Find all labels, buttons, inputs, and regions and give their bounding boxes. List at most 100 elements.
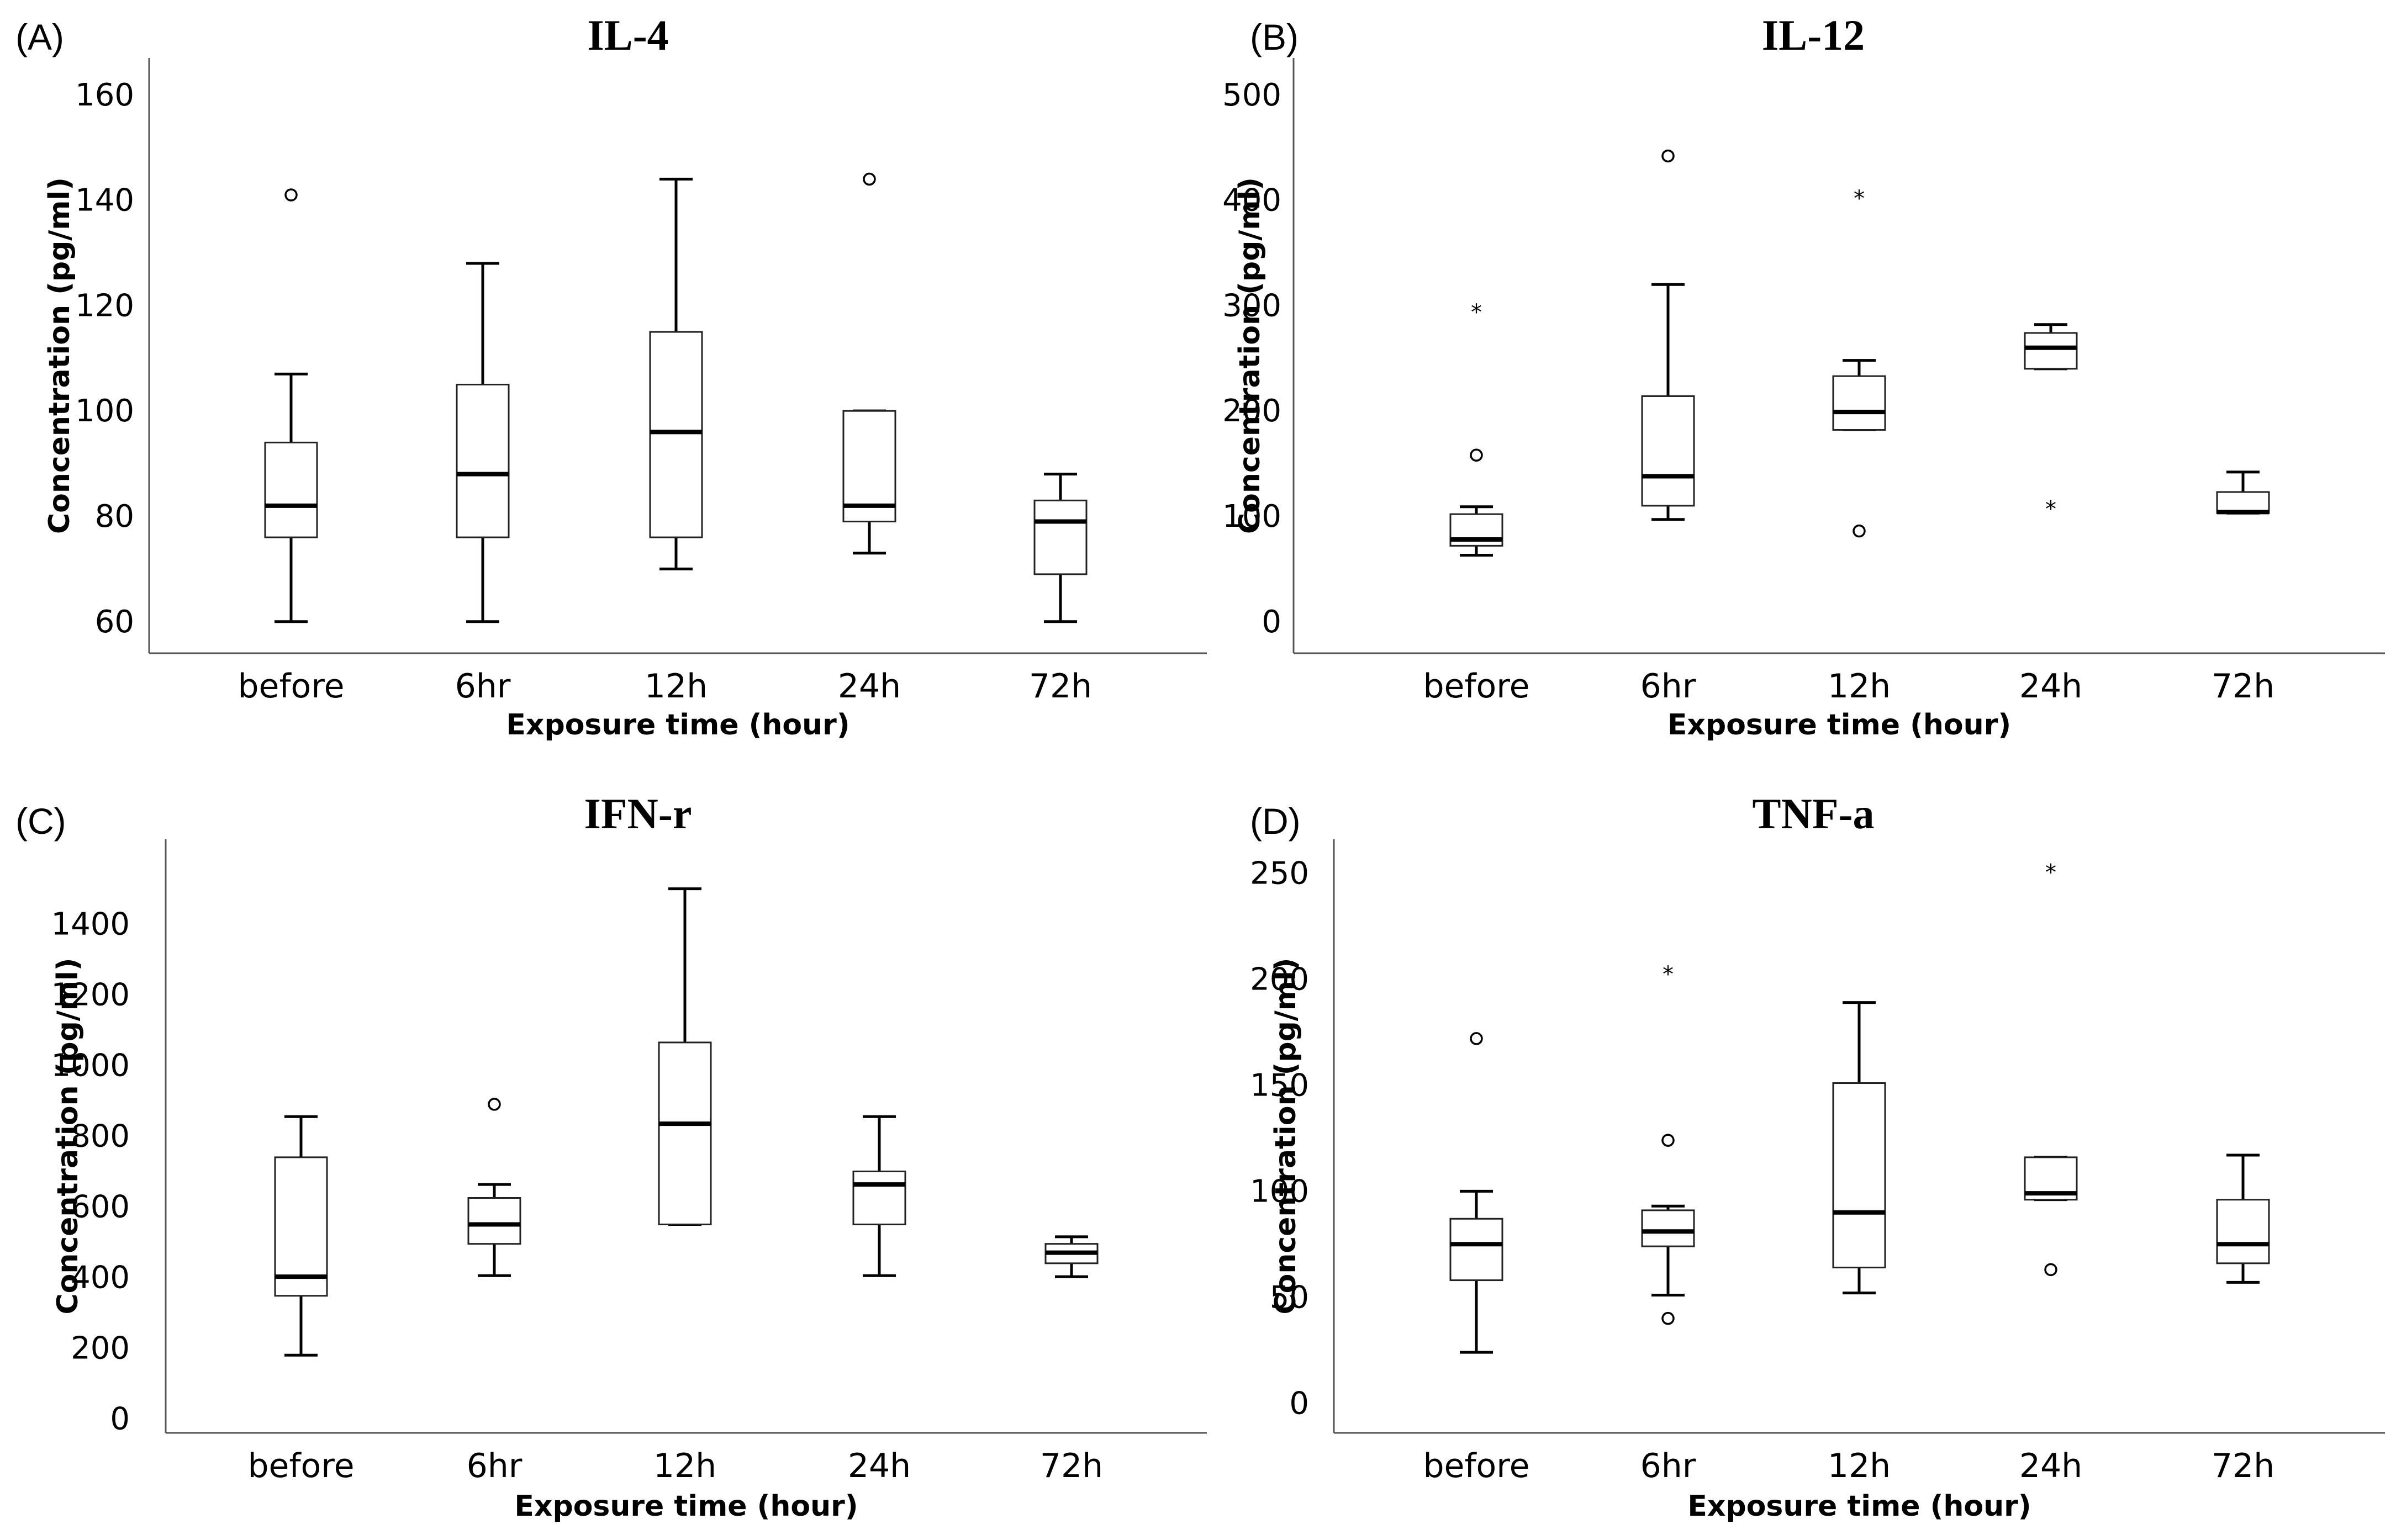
y-tick-label: 100: [1222, 499, 1281, 534]
y-tick-label: 1000: [51, 1048, 130, 1084]
panel-b: (B) IL-12 0 100 200 300 400 500 Concentration (p…: [1222, 11, 2385, 742]
box-group: *: [1832, 186, 1886, 538]
box-group: [1044, 1235, 1099, 1278]
x-tick-label: 12h: [1828, 1447, 1891, 1485]
box-group: *: [1641, 962, 1695, 1325]
iqr-box: [1449, 1218, 1503, 1282]
box-group: [456, 262, 510, 623]
y-tick-label: 500: [1222, 77, 1281, 113]
iqr-box: [2216, 491, 2270, 514]
y-tick-label: 0: [110, 1401, 130, 1437]
box-group: [842, 172, 896, 555]
box-group: [467, 1098, 521, 1277]
box-group: [1641, 149, 1695, 521]
y-tick-label: 80: [95, 499, 134, 534]
iqr-box: [2216, 1199, 2270, 1264]
outlier-marker: [1470, 448, 1483, 462]
box-group: [1033, 473, 1088, 623]
x-tick-label: 72h: [1040, 1447, 1103, 1485]
iqr-box: [1641, 395, 1695, 507]
panel-d: (D) TNF-a 0 50 100 150 200 250 Concentration (pg…: [1250, 790, 2385, 1523]
outlier-marker: [1661, 149, 1675, 163]
x-tick-label: 12h: [1828, 667, 1891, 706]
panel-c: (C) IFN-r 0 200 400 600 800 1000 1200 1400 Concent…: [15, 790, 1207, 1523]
iqr-box: [274, 1156, 328, 1297]
iqr-box: [1033, 499, 1088, 575]
iqr-box: [264, 441, 318, 538]
outlier-marker: [1853, 524, 1866, 538]
y-tick-label: 120: [75, 288, 134, 324]
x-tick-label: 6hr: [455, 667, 511, 706]
outlier-marker: [2044, 1263, 2057, 1277]
x-tick-label: 12h: [653, 1447, 716, 1485]
x-tick-label: 6hr: [1640, 1447, 1696, 1485]
outlier-marker: [284, 188, 298, 202]
panel-label: (C): [15, 801, 66, 842]
y-tick-label: 0: [1289, 1385, 1309, 1421]
iqr-box: [649, 331, 703, 538]
x-tick-label: 6hr: [1640, 667, 1696, 706]
iqr-box: [456, 383, 510, 538]
x-tick-label: before: [247, 1447, 354, 1485]
y-tick-label: 100: [75, 393, 134, 429]
y-axis-title: Concentration (pg/ml): [43, 177, 76, 534]
extreme-marker: *: [1663, 962, 1674, 987]
chart-title: IFN-r: [584, 790, 692, 838]
box-group: [2216, 470, 2270, 515]
y-tick-label: 200: [71, 1330, 130, 1366]
extreme-marker: *: [1854, 186, 1865, 211]
panel-label: (D): [1250, 801, 1301, 842]
y-tick-label: 200: [1222, 393, 1281, 429]
box-group: [1832, 1001, 1886, 1295]
box-group: [264, 188, 318, 623]
x-tick-label: 12h: [645, 667, 708, 706]
y-tick-label: 400: [1222, 183, 1281, 219]
box-group: [1449, 1032, 1503, 1354]
y-tick-label: 1400: [51, 907, 130, 943]
y-tick-label: 150: [1250, 1067, 1309, 1103]
extreme-marker: *: [2045, 497, 2056, 522]
y-tick-label: 0: [1262, 604, 1281, 640]
y-tick-label: 400: [71, 1259, 130, 1295]
iqr-box: [842, 410, 896, 523]
extreme-marker: *: [2045, 860, 2056, 886]
iqr-box: [1832, 375, 1886, 431]
x-tick-label: 72h: [2212, 1447, 2274, 1485]
x-tick-label: 24h: [2019, 667, 2082, 706]
x-tick-label: 24h: [838, 667, 901, 706]
chart-title: TNF-a: [1753, 790, 1875, 838]
x-tick-label: 72h: [1029, 667, 1092, 706]
outlier-marker: [488, 1098, 501, 1111]
iqr-box: [2024, 332, 2078, 370]
y-tick-label: 600: [71, 1189, 130, 1225]
outlier-marker: [1661, 1311, 1675, 1325]
y-tick-label: 200: [1250, 961, 1309, 997]
x-axis-title: Exposure time (hour): [506, 708, 849, 742]
x-tick-label: 24h: [2019, 1447, 2082, 1485]
box-group: *: [2024, 860, 2078, 1277]
panel-label: (A): [15, 17, 64, 57]
x-tick-label: before: [1423, 1447, 1529, 1485]
box-group: *: [1449, 300, 1503, 557]
panel-label: (B): [1250, 17, 1299, 57]
y-tick-label: 1200: [51, 977, 130, 1013]
x-tick-label: before: [1423, 667, 1529, 706]
iqr-box: [1832, 1082, 1886, 1269]
iqr-box: [852, 1170, 906, 1225]
x-tick-label: 24h: [848, 1447, 911, 1485]
outlier-marker: [1661, 1134, 1675, 1147]
box-group: [852, 1115, 906, 1277]
x-tick-label: before: [238, 667, 344, 706]
iqr-box: [467, 1197, 521, 1245]
y-axis-title: Concentration (pg/ml): [51, 957, 85, 1314]
x-axis-title: Exposure time (hour): [514, 1490, 858, 1523]
y-tick-label: 100: [1250, 1173, 1309, 1209]
y-tick-label: 160: [75, 77, 134, 113]
y-tick-label: 800: [71, 1119, 130, 1155]
panel-a: (A) IL-4 60 80 100 120 140 160 Concentration (pg…: [15, 11, 1207, 742]
box-group: [649, 177, 703, 570]
outlier-marker: [863, 172, 876, 186]
box-group: [2216, 1153, 2270, 1284]
outlier-marker: [1470, 1032, 1483, 1045]
